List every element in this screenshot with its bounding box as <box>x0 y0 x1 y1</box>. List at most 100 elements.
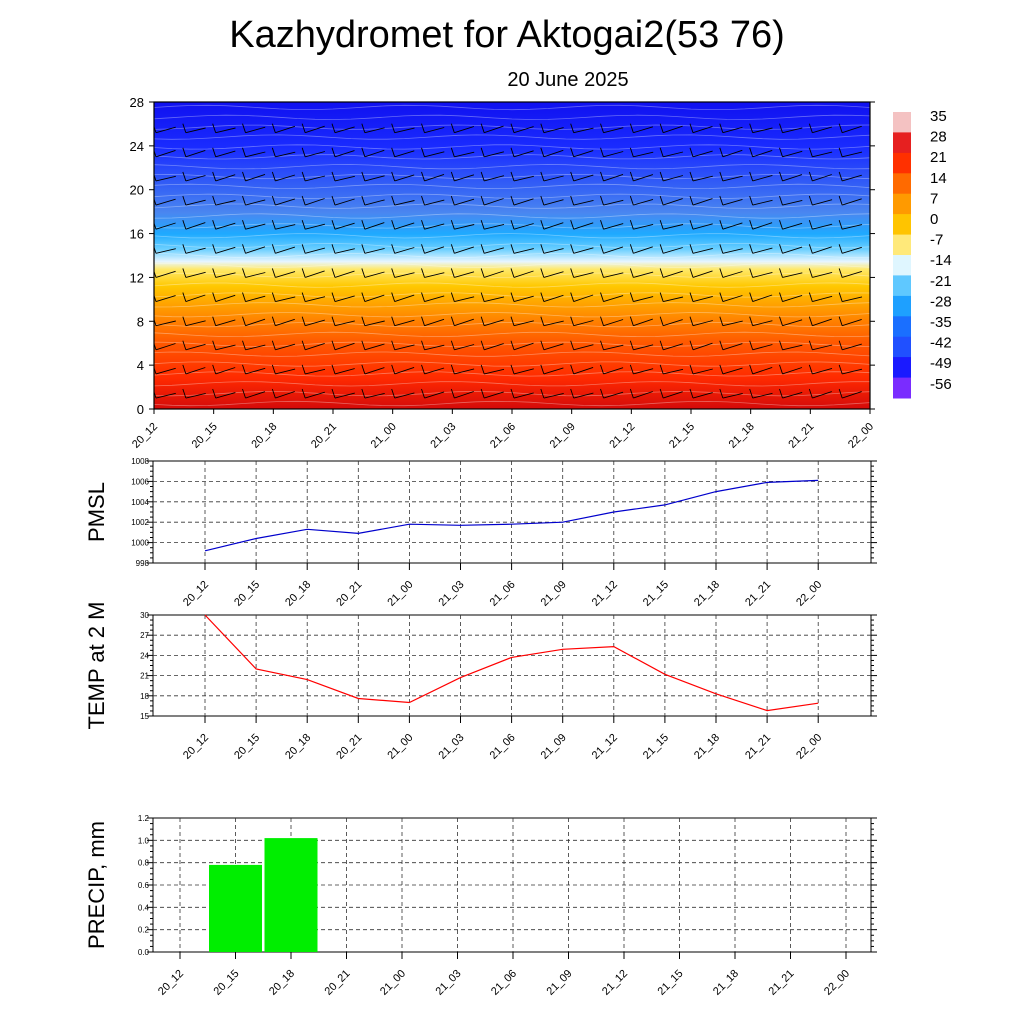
wind-barb-flag <box>271 220 276 230</box>
wind-barb <box>692 295 713 302</box>
wind-barb-flag <box>301 388 306 399</box>
wind-barb-flag <box>540 244 545 254</box>
wind-barb <box>603 391 624 399</box>
wind-barb <box>155 248 176 254</box>
wind-barb <box>424 318 445 327</box>
wind-barb-flag <box>629 123 634 133</box>
wind-barb-flag <box>212 292 217 302</box>
wind-barb-flag <box>629 316 634 326</box>
colorbar-swatch <box>893 295 911 317</box>
wind-barb-flag <box>689 147 694 157</box>
wind-barb <box>573 247 594 254</box>
wind-barb <box>424 272 445 278</box>
wind-barb <box>842 125 862 134</box>
wind-barb-flag <box>749 364 754 375</box>
wind-barb <box>364 199 385 206</box>
wind-barb-flag <box>361 268 366 278</box>
wind-barb <box>215 127 236 134</box>
wind-barb-flag <box>271 340 276 350</box>
wind-barb-flag <box>808 195 813 206</box>
wind-barb <box>275 343 296 351</box>
wind-barb <box>215 319 236 327</box>
wind-barb <box>663 125 683 134</box>
wind-barb-flag <box>421 364 425 375</box>
pmsl-panel: 998 1000 1002 1004 1006 1008 20_12 20_15 20_18 20… <box>84 457 877 609</box>
wind-barb <box>185 294 206 302</box>
wind-barb-flag <box>331 364 336 375</box>
wind-barb-flag <box>659 244 664 254</box>
wind-barb <box>484 296 505 302</box>
wind-barb-flag <box>421 171 425 182</box>
wind-barb <box>394 392 415 399</box>
wind-barb <box>722 343 743 351</box>
colorbar-swatch <box>893 193 911 215</box>
wind-barb-flag <box>838 220 843 230</box>
x-tick-label: 21_00 <box>378 968 408 998</box>
y-tick-label: 1.0 <box>138 836 150 845</box>
wind-barb <box>484 125 504 134</box>
wind-barb <box>752 344 773 351</box>
wind-barb-flag <box>212 316 217 326</box>
wind-barb <box>394 272 415 278</box>
wind-barb-flag <box>480 316 485 326</box>
wind-barb <box>722 367 743 375</box>
x-tick-label: 21_18 <box>692 579 722 609</box>
wind-barb <box>573 150 594 158</box>
wind-barb-flag <box>689 292 694 302</box>
wind-barb <box>782 199 803 206</box>
precip-bar <box>264 838 318 952</box>
wind-barb-flag <box>600 244 604 254</box>
wind-barb <box>722 126 743 134</box>
y-tick-label: 16 <box>130 227 144 242</box>
wind-barb <box>663 391 683 399</box>
wind-barb-flag <box>570 220 575 230</box>
wind-barb-flag <box>689 244 694 254</box>
wind-barb <box>573 174 594 182</box>
contour-line <box>154 114 870 120</box>
wind-barb <box>782 344 803 351</box>
wind-barb-flag <box>182 220 187 230</box>
wind-barb-flag <box>242 123 246 133</box>
wind-barb <box>752 222 773 230</box>
wind-barb <box>842 391 862 399</box>
wind-barb <box>424 295 445 302</box>
wind-barb-flag <box>450 244 455 254</box>
wind-barb-flag <box>779 292 783 302</box>
wind-barb <box>305 125 325 134</box>
contour-group <box>154 104 870 407</box>
wind-barb <box>543 271 564 278</box>
x-tick-label: 20_12 <box>181 579 211 609</box>
wind-barb-flag <box>212 147 217 157</box>
wind-barb <box>812 246 832 254</box>
wind-barb-flag <box>331 268 336 278</box>
wind-barb <box>722 175 743 182</box>
wind-barb <box>722 248 743 254</box>
colorbar-swatch <box>893 132 911 154</box>
wind-barb-flag <box>212 195 217 206</box>
wind-barb <box>424 127 445 134</box>
wind-barb-flag <box>719 388 724 399</box>
x-tick-label: 21_06 <box>488 579 518 609</box>
wind-barb <box>155 175 176 182</box>
wind-barb-flag <box>510 171 515 182</box>
wind-barb <box>812 367 833 375</box>
wind-barb-flag <box>779 171 783 182</box>
wind-barb-flag <box>629 147 634 157</box>
x-tick-label: 21_03 <box>437 732 467 762</box>
wind-barb <box>603 246 624 254</box>
wind-barb <box>454 246 475 254</box>
wind-barb-flag <box>450 171 455 182</box>
wind-barb <box>275 391 295 399</box>
y-tick-label: 21 <box>140 672 149 681</box>
y-tick-label: 28 <box>130 95 144 110</box>
wind-barb <box>334 222 355 230</box>
wind-barb <box>603 151 624 158</box>
y-tick-label: 1004 <box>131 498 149 507</box>
wind-barb-flag <box>182 171 187 182</box>
wind-barb-flag <box>450 147 455 157</box>
chart-title: Kazhydromet for Aktogai2(53 76) <box>229 14 785 56</box>
x-tick-label: 21_09 <box>548 421 578 451</box>
x-tick-label: 21_18 <box>692 732 722 762</box>
wind-barb-flag <box>808 364 813 375</box>
wind-barb-flag <box>510 195 515 206</box>
